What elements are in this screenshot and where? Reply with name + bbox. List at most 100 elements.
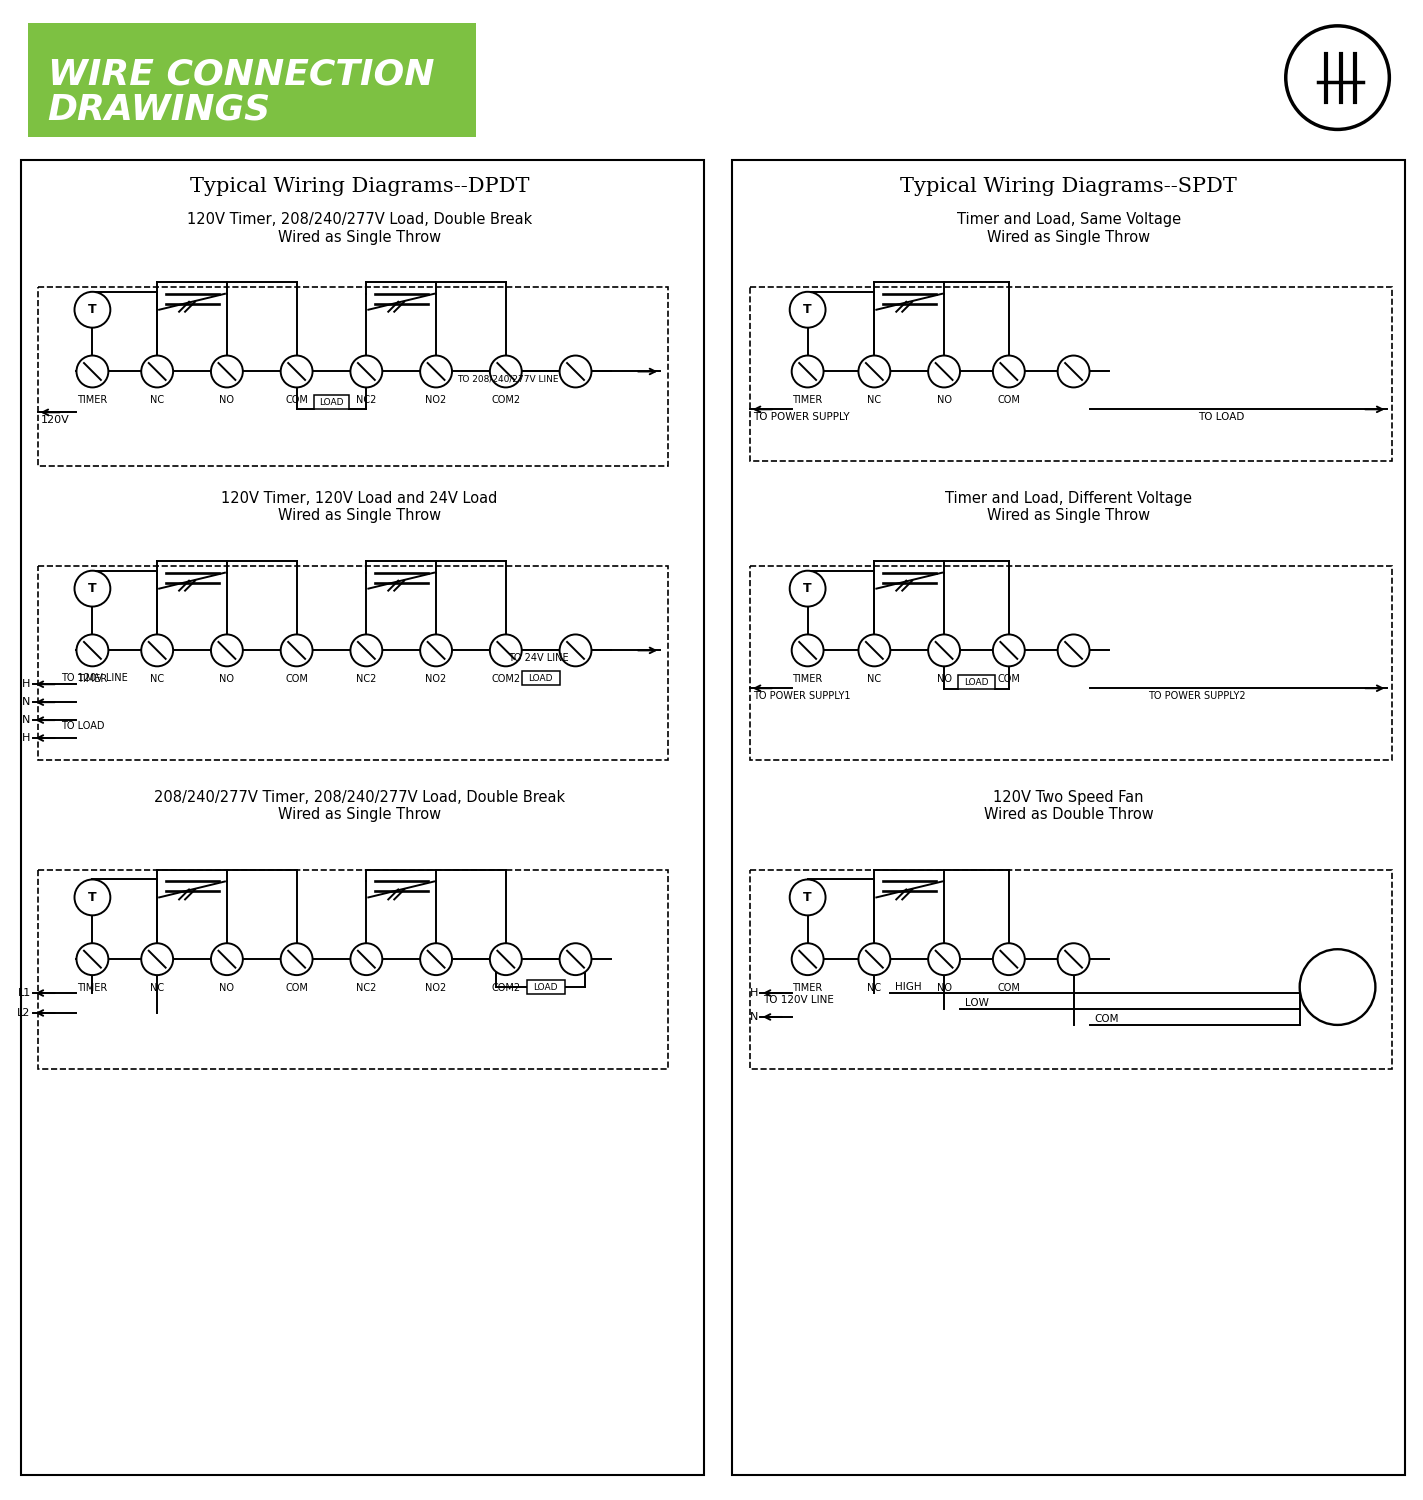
Text: 120V Timer, 120V Load and 24V Load
Wired as Single Throw: 120V Timer, 120V Load and 24V Load Wired… [221,490,498,524]
Circle shape [790,570,825,606]
Circle shape [350,356,383,387]
Circle shape [490,356,522,387]
Text: TIMER: TIMER [793,675,822,684]
Circle shape [420,634,453,666]
Text: COM: COM [998,396,1020,405]
Circle shape [74,879,111,915]
Bar [313,396,350,410]
Text: Typical Wiring Diagrams--SPDT: Typical Wiring Diagrams--SPDT [901,177,1237,197]
Text: T: T [88,303,97,316]
Text: H: H [23,734,31,742]
Text: NO: NO [219,982,235,993]
Text: COM2: COM2 [491,396,521,405]
Circle shape [74,292,111,327]
Circle shape [1057,356,1090,387]
Text: T: T [804,303,813,316]
Text: L1: L1 [17,988,31,998]
Text: NO2: NO2 [425,675,447,684]
Text: COM: COM [285,982,307,993]
Circle shape [790,879,825,915]
Circle shape [928,634,961,666]
Text: HIGH: HIGH [895,982,922,992]
Bar [958,675,995,688]
Text: Timer and Load, Same Voltage
Wired as Single Throw: Timer and Load, Same Voltage Wired as Si… [956,211,1181,244]
Circle shape [77,356,108,387]
Text: COM: COM [998,982,1020,993]
Text: COM: COM [285,396,307,405]
Text: NO: NO [219,396,235,405]
Text: WIRE CONNECTION: WIRE CONNECTION [47,57,434,92]
Circle shape [141,944,174,975]
Circle shape [77,634,108,666]
Circle shape [559,634,592,666]
Text: LOAD: LOAD [965,678,989,687]
Text: TIMER: TIMER [77,982,108,993]
Circle shape [858,944,891,975]
Text: NO: NO [936,396,952,405]
Circle shape [280,944,313,975]
Circle shape [350,634,383,666]
Text: TIMER: TIMER [793,982,822,993]
Circle shape [74,570,111,606]
Circle shape [993,944,1025,975]
Text: NC2: NC2 [356,675,377,684]
Circle shape [790,292,825,327]
Text: TO POWER SUPPLY2: TO POWER SUPPLY2 [1148,692,1247,700]
Text: TO 120V LINE: TO 120V LINE [763,994,834,1005]
Text: NO: NO [219,675,235,684]
Text: T: T [88,582,97,596]
Text: TO 120V LINE: TO 120V LINE [61,674,127,684]
Text: TO LOAD: TO LOAD [1198,413,1245,423]
Text: TO 208/240/277V LINE: TO 208/240/277V LINE [457,375,558,384]
Bar [522,672,559,686]
Circle shape [211,356,243,387]
Text: T: T [804,891,813,904]
Text: COM2: COM2 [491,982,521,993]
Text: LOAD: LOAD [319,398,344,406]
Text: H: H [750,988,758,998]
Circle shape [858,634,891,666]
Circle shape [141,634,174,666]
Text: NC: NC [867,982,881,993]
Circle shape [350,944,383,975]
Text: LOAD: LOAD [534,982,558,992]
Text: NO2: NO2 [425,982,447,993]
Bar [527,980,565,994]
Text: COM: COM [1094,1014,1118,1025]
Text: COM2: COM2 [491,675,521,684]
Text: NC: NC [149,675,164,684]
Text: NO: NO [936,982,952,993]
Circle shape [280,634,313,666]
Text: N: N [23,716,31,724]
Bar [27,22,475,138]
Text: NO: NO [936,675,952,684]
Circle shape [420,356,453,387]
Text: N: N [750,1013,758,1022]
Text: NC2: NC2 [356,982,377,993]
Circle shape [791,634,824,666]
Circle shape [559,944,592,975]
Circle shape [928,944,961,975]
Text: NO2: NO2 [425,396,447,405]
Circle shape [77,944,108,975]
Text: T: T [88,891,97,904]
Text: Typical Wiring Diagrams--DPDT: Typical Wiring Diagrams--DPDT [189,177,529,197]
Circle shape [791,356,824,387]
Circle shape [211,944,243,975]
Text: TO LOAD: TO LOAD [61,722,104,730]
Circle shape [141,356,174,387]
Text: NC: NC [867,396,881,405]
Text: NC: NC [149,982,164,993]
Circle shape [858,356,891,387]
Circle shape [993,634,1025,666]
Text: TO POWER SUPPLY1: TO POWER SUPPLY1 [753,692,851,700]
Text: NC: NC [867,675,881,684]
Circle shape [1057,944,1090,975]
Text: LOW: LOW [965,998,989,1008]
Text: COM: COM [998,675,1020,684]
Text: L2: L2 [17,1008,31,1019]
Text: TO POWER SUPPLY: TO POWER SUPPLY [753,413,850,423]
Text: NC2: NC2 [356,396,377,405]
Text: LOAD: LOAD [528,674,554,682]
Text: COM: COM [285,675,307,684]
